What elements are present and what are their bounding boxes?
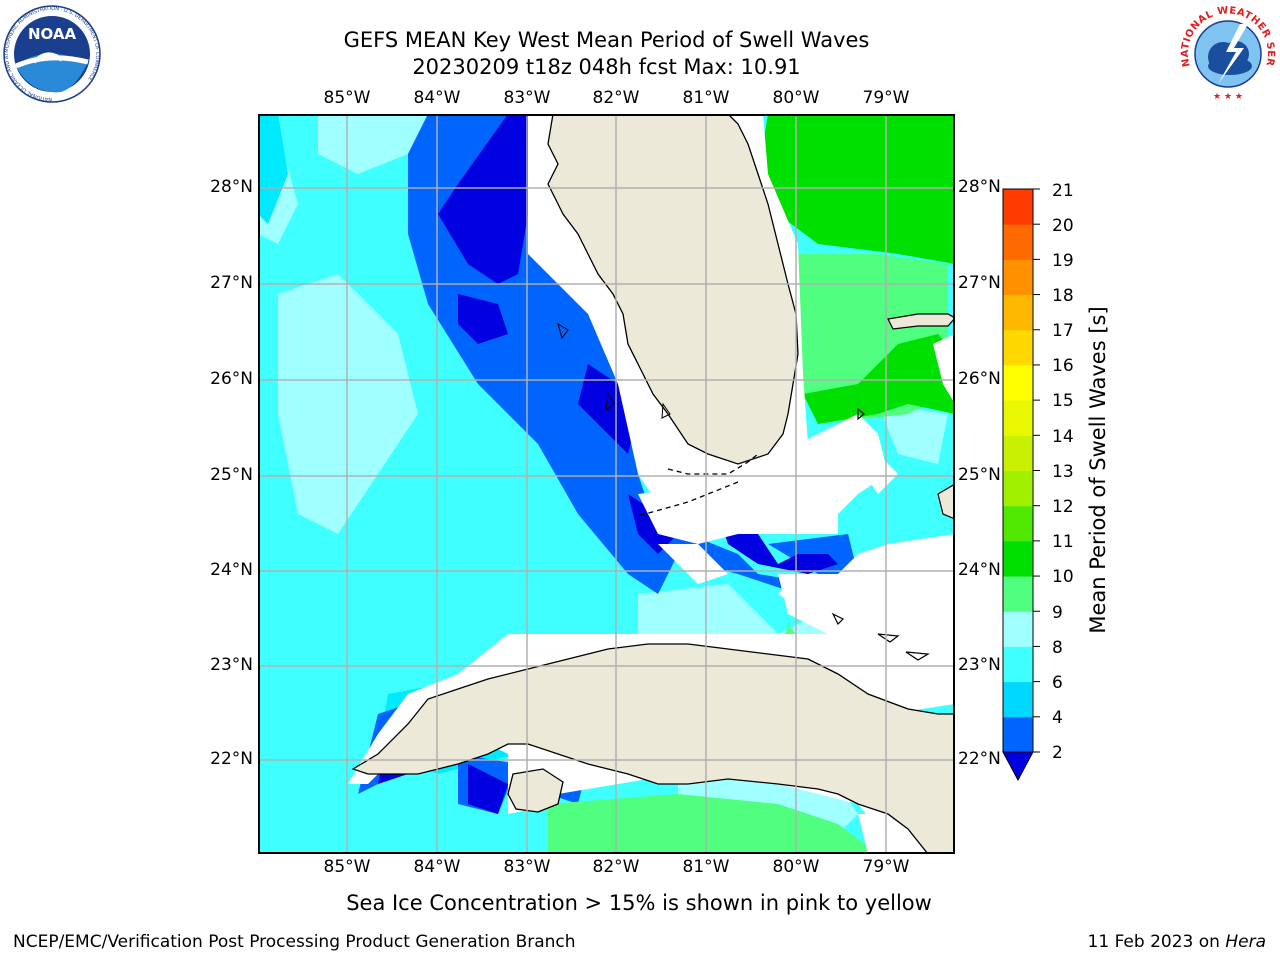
lat-label-right: 23°N <box>958 655 1001 675</box>
nws-logo: NATIONAL WEATHER SERVICE ★ ★ ★ <box>1178 4 1276 102</box>
colorbar-band <box>1003 505 1033 542</box>
colorbar-tick-label: 2 <box>1052 743 1063 763</box>
graticule <box>258 114 955 854</box>
lon-label-top: 82°W <box>592 88 640 108</box>
noaa-logo: NOAA NATIONAL OCEANIC AND ATMOSPHERIC AD… <box>3 5 101 103</box>
lon-label-top: 83°W <box>503 88 551 108</box>
colorbar-tick-label: 17 <box>1052 321 1074 341</box>
field-10-11s <box>758 114 955 424</box>
colorbar-tick-label: 11 <box>1052 532 1074 552</box>
lon-label-bottom: 79°W <box>862 857 910 877</box>
colorbar-band <box>1003 294 1033 331</box>
noaa-logo-text: NOAA <box>28 25 77 43</box>
lat-label-left: 22°N <box>210 749 253 769</box>
lat-label-left: 26°N <box>210 369 253 389</box>
colorbar-tick-label: 9 <box>1052 603 1063 623</box>
map-subtitle: 20230209 t18z 048h fcst Max: 10.91 <box>412 55 801 79</box>
colorbar-tick-label: 6 <box>1052 673 1063 693</box>
colorbar-band <box>1003 364 1033 401</box>
lon-label-bottom: 82°W <box>592 857 640 877</box>
footer-producer: NCEP/EMC/Verification Post Processing Pr… <box>13 932 576 952</box>
colorbar-tick-label: 13 <box>1052 462 1074 482</box>
isle-of-youth <box>507 768 564 813</box>
colorbar-tick-label: 8 <box>1052 638 1063 658</box>
lat-label-left: 25°N <box>210 465 253 485</box>
colorbar-tick-label: 15 <box>1052 391 1074 411</box>
lat-label-left: 27°N <box>210 273 253 293</box>
florida-landmass <box>547 114 799 465</box>
colorbar <box>1002 188 1040 782</box>
colorbar-under-triangle <box>1002 751 1034 782</box>
svg-text:★ ★ ★: ★ ★ ★ <box>1213 92 1243 102</box>
lon-label-bottom: 84°W <box>413 857 461 877</box>
andros-island <box>937 483 955 520</box>
colorbar-band <box>1003 470 1033 507</box>
grand-bahama <box>887 313 955 330</box>
colorbar-tick-label: 16 <box>1052 356 1074 376</box>
lon-label-bottom: 85°W <box>323 857 371 877</box>
colorbar-band <box>1003 329 1033 366</box>
lat-label-right: 26°N <box>958 369 1001 389</box>
lon-label-top: 85°W <box>323 88 371 108</box>
lat-label-right: 22°N <box>958 749 1001 769</box>
lon-label-bottom: 83°W <box>503 857 551 877</box>
colorbar-tick-label: 20 <box>1052 216 1074 236</box>
lon-label-top: 79°W <box>862 88 910 108</box>
lon-label-top: 84°W <box>413 88 461 108</box>
colorbar-band <box>1003 576 1033 612</box>
colorbar-tick-label: 19 <box>1052 251 1074 271</box>
lat-label-left: 28°N <box>210 177 253 197</box>
colorbar-band <box>1003 540 1033 577</box>
lon-label-top: 81°W <box>682 88 730 108</box>
colorbar-band <box>1003 681 1033 718</box>
colorbar-tick-label: 21 <box>1052 181 1074 201</box>
lat-label-left: 23°N <box>210 655 253 675</box>
colorbar-tick-label: 18 <box>1052 286 1074 306</box>
colorbar-band <box>1003 400 1033 436</box>
sea-ice-note: Sea Ice Concentration > 15% is shown in … <box>346 891 932 915</box>
colorbar-tick-label: 12 <box>1052 497 1074 517</box>
lon-label-top: 80°W <box>772 88 820 108</box>
lat-label-right: 25°N <box>958 465 1001 485</box>
map-title: GEFS MEAN Key West Mean Period of Swell … <box>343 28 870 52</box>
cuba-landmass <box>351 643 955 854</box>
colorbar-band <box>1003 189 1033 225</box>
colorbar-tick-label: 10 <box>1052 567 1074 587</box>
colorbar-label: Mean Period of Swell Waves [s] <box>1086 306 1110 634</box>
colorbar-tick-label: 4 <box>1052 708 1063 728</box>
swell-period-map <box>258 114 955 854</box>
lat-label-right: 28°N <box>958 177 1001 197</box>
lat-label-left: 24°N <box>210 560 253 580</box>
lat-label-right: 24°N <box>958 560 1001 580</box>
colorbar-band <box>1003 611 1033 647</box>
colorbar-band <box>1003 259 1033 296</box>
lat-label-right: 27°N <box>958 273 1001 293</box>
footer-date: 11 Feb 2023 on <box>1087 932 1226 952</box>
footer-timestamp: 11 Feb 2023 on Hera <box>1088 932 1266 952</box>
colorbar-band <box>1003 224 1033 260</box>
map-frame <box>258 114 955 854</box>
colorbar-tick-label: 14 <box>1052 427 1074 447</box>
colorbar-band <box>1003 716 1033 753</box>
colorbar-band <box>1003 646 1033 683</box>
colorbar-band <box>1003 435 1033 471</box>
lon-label-bottom: 80°W <box>772 857 820 877</box>
footer-machine: Hera <box>1225 932 1266 952</box>
lon-label-bottom: 81°W <box>682 857 730 877</box>
